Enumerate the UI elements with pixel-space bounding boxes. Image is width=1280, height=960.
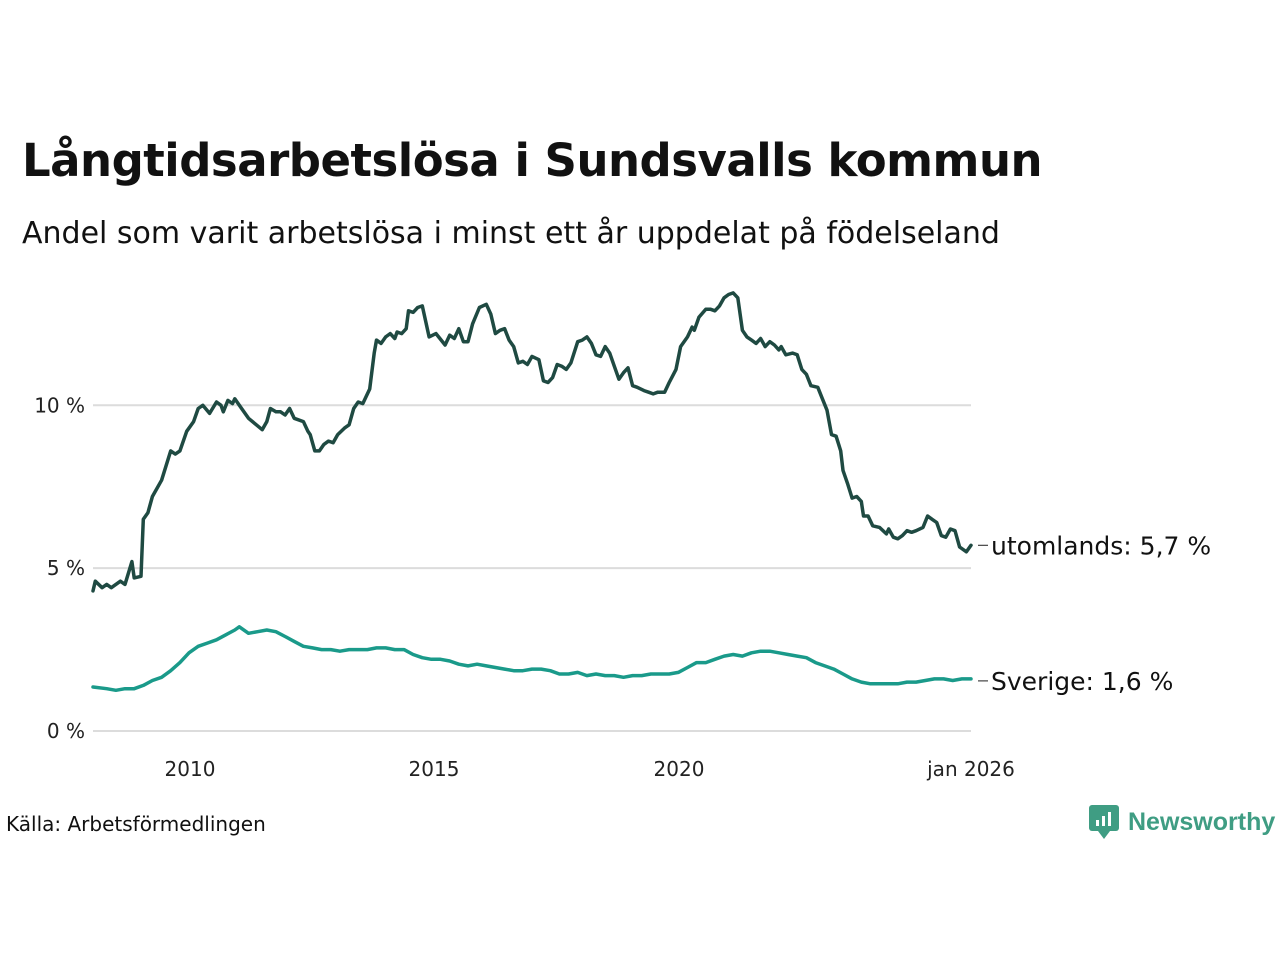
- x-axis-ticks: 2010 2015 2020 jan 2026: [165, 757, 1015, 781]
- newsworthy-logo-icon: [1089, 805, 1119, 839]
- x-tick-label: 2010: [165, 757, 216, 781]
- end-label-utomlands: utomlands: 5,7 %: [991, 531, 1211, 560]
- series-lines: [91, 291, 973, 693]
- source-note: Källa: Arbetsförmedlingen: [6, 812, 266, 836]
- gridlines: [93, 404, 971, 732]
- chart-title: Långtidsarbetslösa i Sundsvalls kommun: [22, 134, 1043, 187]
- x-tick-label: 2015: [409, 757, 460, 781]
- y-tick-label: 0 %: [47, 719, 85, 743]
- y-tick-label: 10 %: [34, 393, 85, 417]
- brand-name: Newsworthy: [1128, 807, 1276, 836]
- series-line-utomlands: [91, 291, 973, 593]
- y-axis-ticks: 0 % 5 % 10 %: [34, 393, 85, 743]
- chart-subtitle: Andel som varit arbetslösa i minst ett å…: [22, 216, 1000, 251]
- brand-logo: Newsworthy: [1088, 804, 1275, 840]
- end-label-sverige: Sverige: 1,6 %: [991, 667, 1173, 696]
- series-line-sverige: [91, 625, 973, 693]
- series-end-labels: utomlands: 5,7 % Sverige: 1,6 %: [978, 531, 1211, 696]
- x-tick-label: 2020: [654, 757, 705, 781]
- y-tick-label: 5 %: [47, 556, 85, 580]
- x-tick-label: jan 2026: [926, 757, 1015, 781]
